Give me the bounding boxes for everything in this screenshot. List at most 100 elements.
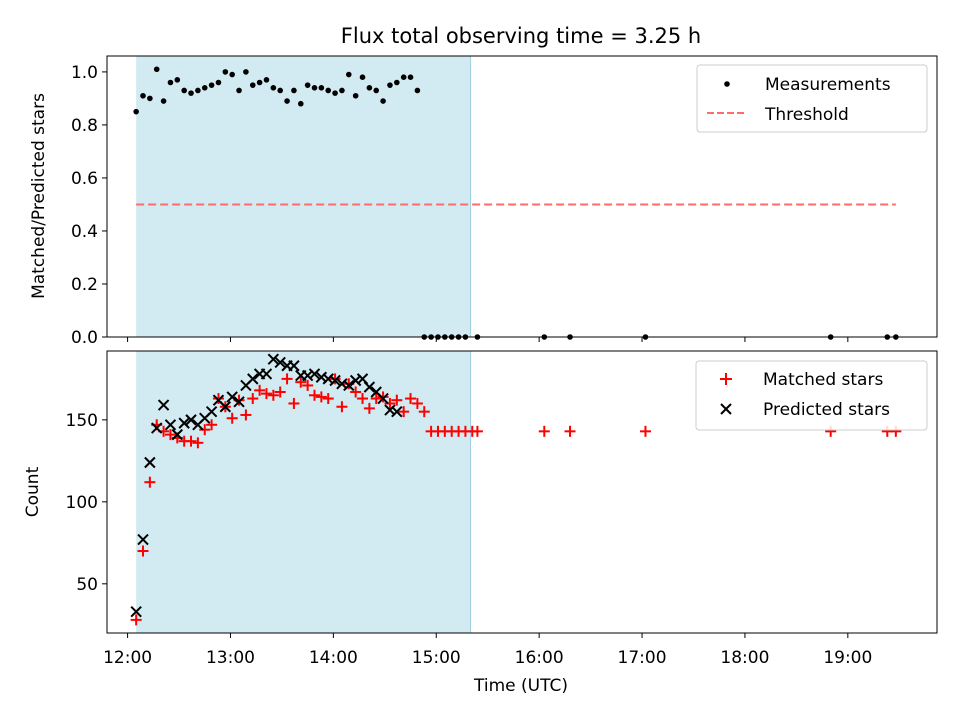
measurement-point	[414, 87, 421, 94]
matched-point	[329, 373, 341, 385]
count-marks	[130, 353, 902, 626]
matched-point	[302, 379, 314, 391]
predicted-point	[308, 368, 321, 380]
y-axis-label: Matched/Predicted stars	[29, 93, 49, 299]
predicted-point	[164, 419, 177, 431]
matched-point	[405, 393, 417, 405]
matched-point	[247, 393, 259, 405]
measurement-point	[270, 85, 277, 91]
matched-point	[564, 425, 576, 437]
measurement-point	[153, 66, 160, 73]
matched-point	[281, 373, 293, 385]
measurement-point	[297, 100, 304, 107]
predicted-point	[363, 381, 376, 393]
plot-frame	[106, 55, 938, 338]
matched-point	[185, 435, 197, 447]
measurement-point	[304, 82, 311, 88]
measurement-point	[222, 69, 229, 75]
predicted-point	[384, 404, 396, 416]
x-tick-label: 12:00	[103, 648, 152, 668]
matched-point	[471, 425, 483, 437]
measurement-point	[339, 87, 345, 94]
y-tick-label: 150	[66, 411, 98, 431]
matched-point	[309, 389, 320, 401]
predicted-point	[274, 356, 286, 369]
measurement-point	[140, 92, 146, 99]
matched-point	[288, 397, 300, 409]
legend-frame	[695, 360, 928, 431]
predicted-point	[391, 405, 403, 418]
measurement-point	[407, 74, 414, 81]
legend-predicted-label: Predicted stars	[763, 400, 890, 420]
matched-point	[254, 384, 266, 396]
legend-matched-label: Matched stars	[763, 370, 883, 390]
predicted-point	[144, 456, 156, 469]
legend-frame	[696, 64, 928, 133]
predicted-point	[157, 399, 170, 411]
legend: Matched stars Predicted stars	[695, 360, 928, 431]
measurement-point	[387, 82, 393, 88]
measurement-point	[201, 85, 208, 91]
x-tick-label: 13:00	[206, 648, 255, 668]
matched-point	[240, 409, 252, 421]
matched-point	[377, 391, 389, 403]
matched-point	[370, 393, 382, 405]
measurement-point	[345, 71, 352, 78]
predicted-point	[171, 428, 184, 441]
shaded-window	[136, 351, 471, 633]
measurement-point	[215, 79, 222, 86]
x-tick-label: 18:00	[720, 648, 769, 668]
measurement-point	[325, 87, 332, 94]
measurement-point	[174, 77, 181, 83]
predicted-point	[226, 391, 238, 403]
measurement-point	[160, 98, 167, 104]
y-tick-label: 100	[66, 493, 98, 513]
measurement-point	[359, 74, 366, 81]
x-axis	[127, 337, 849, 342]
chart-title: Flux total observing time = 3.25 h	[341, 24, 701, 48]
predicted-point	[185, 414, 197, 426]
legend-threshold-label: Threshold	[764, 105, 849, 125]
legend-predicted-marker	[720, 403, 732, 415]
y-tick-label: 0.8	[71, 116, 98, 136]
measurement-point	[167, 79, 174, 86]
predicted-point	[267, 353, 280, 365]
x-axis-label: Time (UTC)	[473, 676, 568, 696]
x-tick-label: 14:00	[309, 648, 358, 668]
x-axis: 12:00 13:00 14:00 15:00 16:00 17:00 18:00 19:00	[103, 633, 872, 668]
measurement-point	[366, 85, 373, 91]
y-axis: 0.0 0.2 0.4 0.6 0.8 1.0	[71, 63, 107, 348]
predicted-point	[288, 360, 300, 372]
y-tick-label: 50	[76, 575, 98, 595]
measurement-point	[243, 69, 249, 75]
x-tick-label: 19:00	[823, 648, 872, 668]
measurement-point	[188, 90, 194, 96]
matched-point	[363, 402, 375, 414]
x-tick-label: 16:00	[515, 648, 564, 668]
measurement-point	[147, 95, 153, 102]
matched-point	[322, 393, 334, 405]
predicted-point	[336, 378, 348, 390]
measurement-point	[373, 87, 380, 94]
measurement-point	[229, 71, 235, 78]
measurement-point	[195, 87, 201, 94]
measurement-point	[291, 87, 297, 94]
measurement-point	[394, 79, 400, 86]
predicted-point	[247, 373, 259, 385]
predicted-point	[329, 374, 341, 387]
matched-point	[226, 412, 238, 424]
measurement-point	[277, 87, 284, 94]
measurement-point	[318, 85, 325, 91]
measurement-point	[249, 82, 256, 88]
matched-point	[315, 391, 327, 403]
predicted-point	[377, 392, 389, 405]
predicted-point	[315, 371, 328, 383]
predicted-point	[343, 379, 355, 392]
predicted-point	[301, 369, 314, 382]
matched-point	[411, 397, 423, 409]
predicted-point	[178, 417, 190, 429]
matched-point	[130, 614, 142, 626]
y-axis: 50 100 150	[66, 411, 107, 595]
matched-point	[391, 394, 403, 406]
